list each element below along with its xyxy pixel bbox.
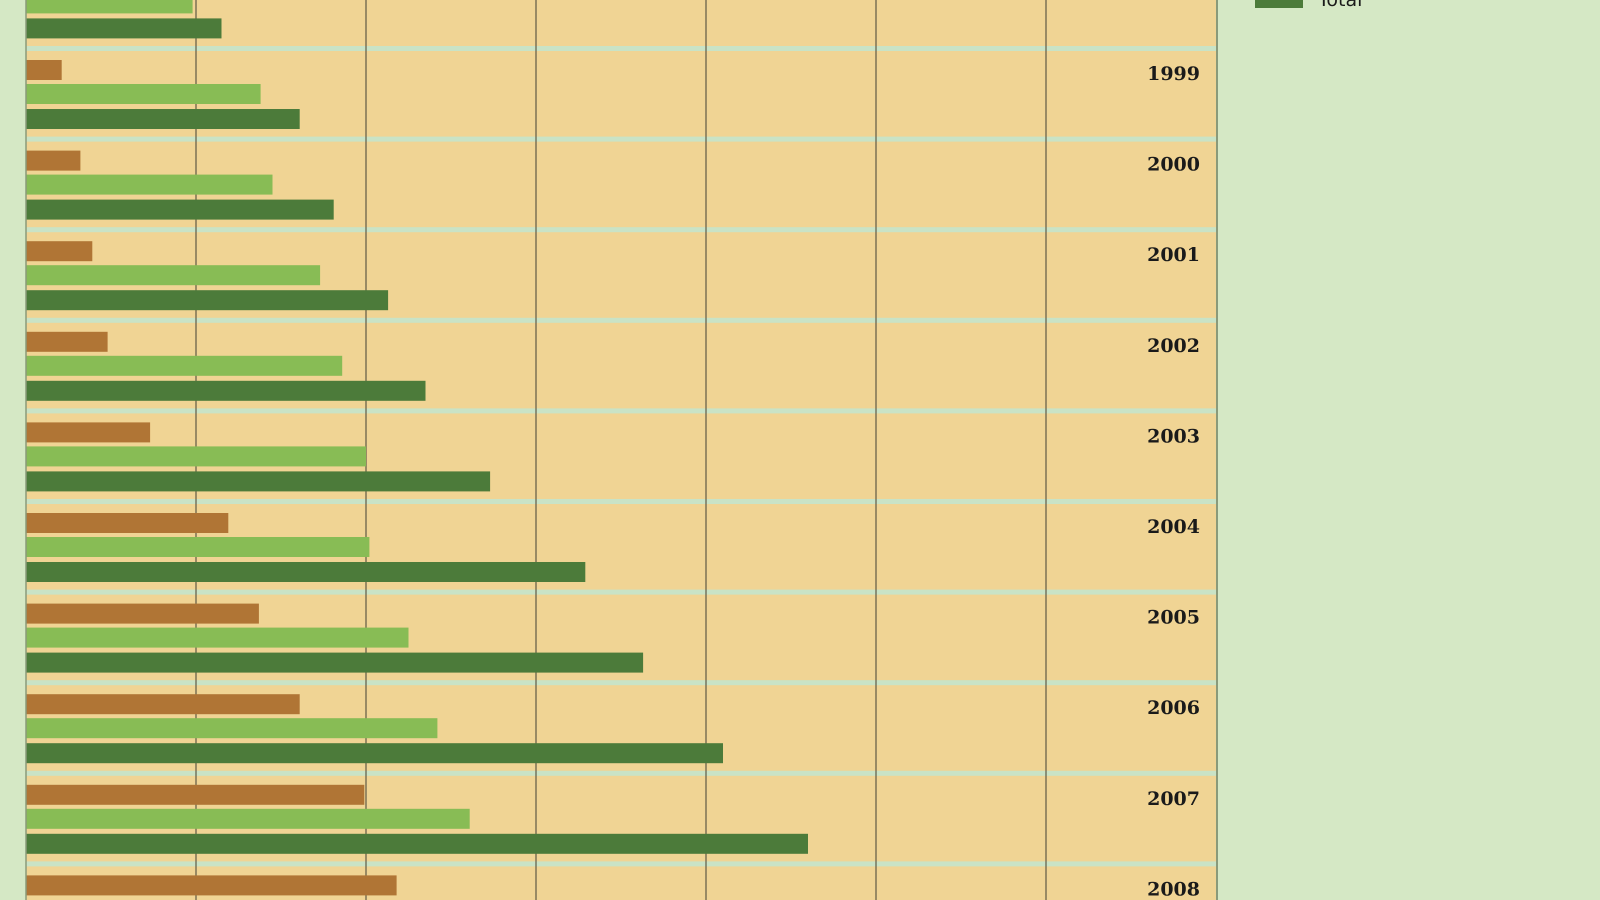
year-label-2004: 2004 (1147, 516, 1200, 538)
year-label-1999: 1999 (1147, 63, 1200, 85)
bar-2006-series-0 (26, 694, 300, 715)
row-separators (26, 46, 1217, 867)
year-label-2003: 2003 (1147, 425, 1200, 447)
legend: Total (1255, 0, 1362, 11)
bar-2003-series-2 (26, 471, 491, 492)
legend-label-total: Total (1317, 0, 1362, 11)
bar-2004-series-1 (26, 537, 370, 557)
bar-1999-series-0 (26, 60, 62, 80)
bar-2004-series-0 (26, 513, 229, 533)
legend-swatch-total (1255, 0, 1303, 8)
bar-2000-series-2 (26, 199, 334, 220)
bar-2007-series-2 (26, 833, 808, 854)
bar-2000-series-1 (26, 174, 273, 195)
year-label-2005: 2005 (1147, 607, 1200, 629)
bar-2000-series-0 (26, 150, 81, 171)
bar-2008-series-0 (26, 875, 397, 896)
bar-1999-series-1 (26, 84, 261, 104)
bar-2005-series-2 (26, 652, 644, 673)
row-separator (26, 227, 1217, 233)
bar-2002-series-1 (26, 355, 343, 376)
bar-1998-series-1 (26, 0, 193, 14)
year-labels: 1998199920002001200220032004200520062007… (1147, 63, 1200, 900)
bar-2001-series-1 (26, 265, 321, 286)
bars (26, 0, 808, 896)
bar-2007-series-1 (26, 808, 470, 829)
row-separator (26, 317, 1217, 323)
bar-2002-series-0 (26, 331, 108, 352)
bar-2005-series-0 (26, 603, 259, 624)
bar-2006-series-1 (26, 718, 438, 739)
year-label-2008: 2008 (1147, 878, 1200, 900)
year-label-2002: 2002 (1147, 335, 1200, 357)
year-label-2007: 2007 (1147, 788, 1200, 810)
row-separator (26, 770, 1217, 776)
bar-2006-series-2 (26, 743, 723, 764)
bar-2001-series-0 (26, 241, 93, 262)
row-separator (26, 408, 1217, 414)
row-separator (26, 46, 1217, 51)
row-separator (26, 861, 1217, 867)
bar-2002-series-2 (26, 380, 426, 401)
row-separator (26, 589, 1217, 595)
bar-1998-series-2 (26, 18, 222, 39)
row-separator (26, 499, 1217, 504)
bar-2007-series-0 (26, 784, 365, 805)
bar-2001-series-2 (26, 290, 389, 311)
row-separator (26, 136, 1217, 142)
year-label-2000: 2000 (1147, 154, 1200, 176)
bar-2004-series-2 (26, 562, 586, 582)
bar-2003-series-1 (26, 446, 366, 467)
row-separator (26, 680, 1217, 686)
year-label-2006: 2006 (1147, 697, 1200, 719)
bar-2003-series-0 (26, 422, 151, 443)
year-label-2001: 2001 (1147, 244, 1200, 266)
bar-1999-series-2 (26, 109, 300, 129)
bar-2005-series-1 (26, 627, 409, 648)
